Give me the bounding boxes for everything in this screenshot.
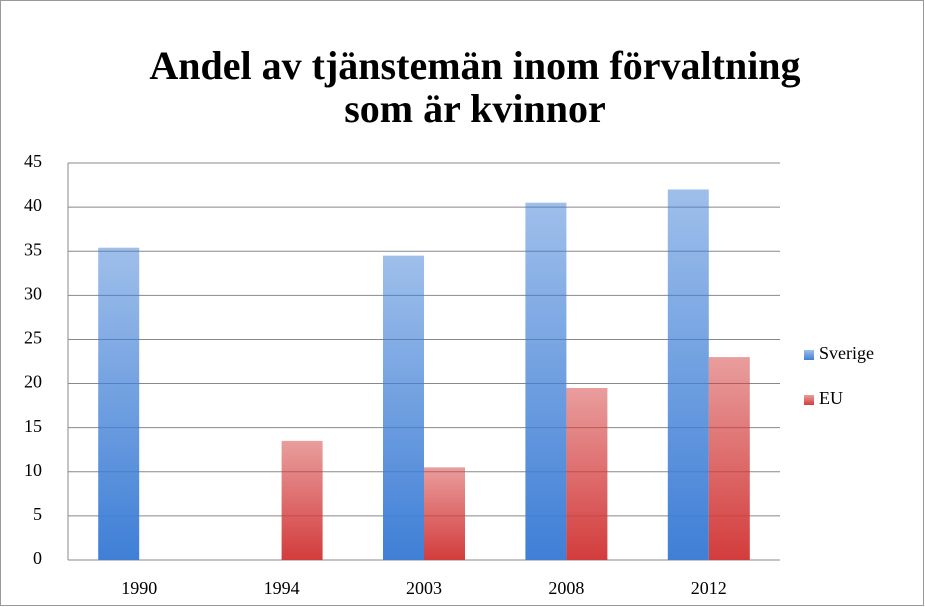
y-tick-label: 30	[24, 283, 42, 303]
y-tick-label: 0	[33, 548, 42, 568]
bar	[281, 440, 323, 560]
bar	[383, 255, 424, 560]
x-tick-label: 2012	[691, 578, 727, 598]
bar	[708, 357, 750, 560]
legend-swatch	[804, 395, 814, 405]
bar	[566, 387, 608, 560]
x-tick-label: 2003	[406, 578, 442, 598]
bar	[525, 202, 567, 560]
bar	[667, 189, 709, 560]
y-tick-label: 35	[24, 239, 42, 259]
x-tick-label: 1994	[264, 578, 300, 598]
y-tick-label: 40	[24, 195, 42, 215]
y-tick-label: 20	[24, 372, 42, 392]
chart-title: som är kvinnor	[344, 86, 606, 131]
legend-swatch	[804, 350, 814, 360]
bar	[424, 467, 465, 560]
legend-label: EU	[819, 388, 843, 408]
x-tick-label: 2008	[548, 578, 584, 598]
y-tick-label: 10	[24, 460, 42, 480]
legend-label: Sverige	[819, 343, 874, 363]
bar	[98, 247, 140, 560]
y-tick-label: 45	[24, 151, 42, 171]
y-tick-label: 25	[24, 328, 42, 348]
chart-title: Andel av tjänstemän inom förvaltning	[149, 43, 800, 88]
y-tick-label: 5	[33, 504, 42, 524]
y-tick-label: 15	[24, 416, 42, 436]
x-tick-label: 1990	[121, 578, 157, 598]
